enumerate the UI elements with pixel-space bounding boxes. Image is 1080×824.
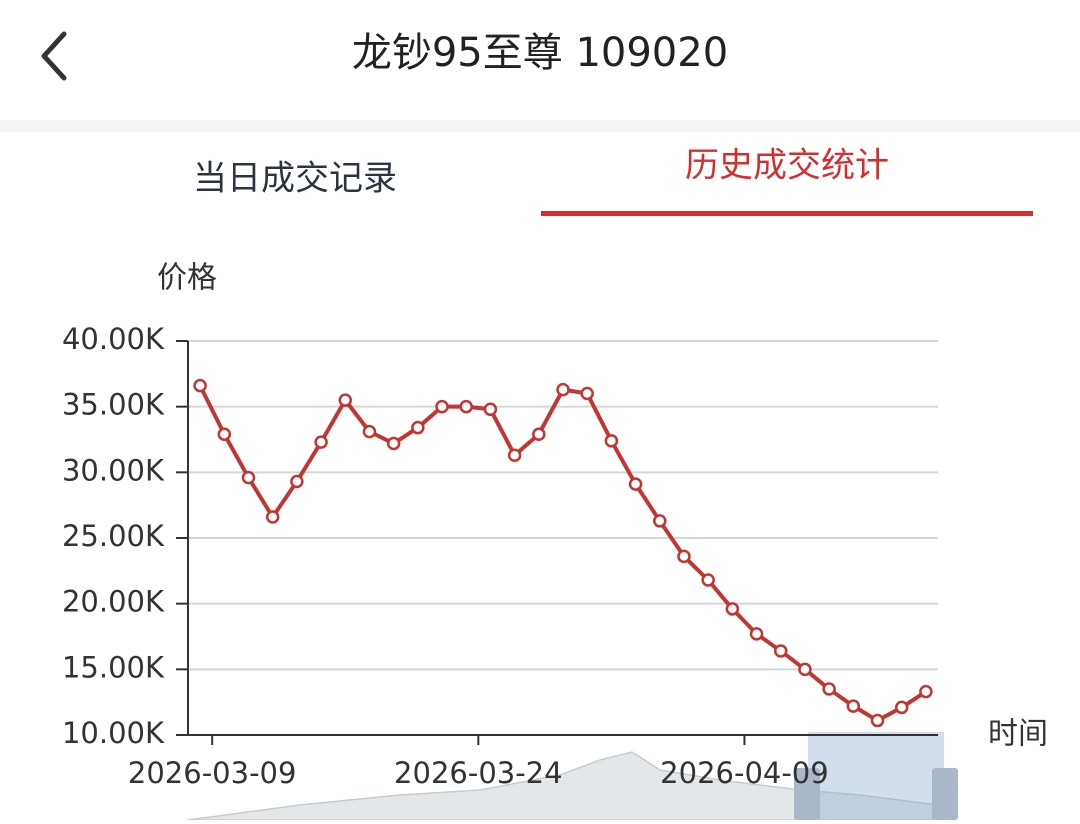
data-point <box>773 644 788 658</box>
page-title: 龙钞95至尊 109020 <box>352 30 728 76</box>
data-point <box>459 399 473 414</box>
data-point <box>580 386 594 401</box>
data-point <box>290 474 304 489</box>
y-axis-title: 价格 <box>157 261 217 296</box>
x-tick-label: 2026-04-09 <box>660 756 829 790</box>
data-point <box>701 573 715 587</box>
zoom-window[interactable] <box>808 732 944 820</box>
data-point <box>677 549 691 564</box>
data-point <box>507 448 522 463</box>
data-point <box>217 427 232 441</box>
data-point <box>653 514 667 528</box>
data-point <box>483 402 498 417</box>
back-button[interactable] <box>41 31 67 81</box>
y-tick-label: 15.00K <box>62 650 165 684</box>
y-tick-label: 10.00K <box>62 716 165 750</box>
divider <box>0 120 1080 132</box>
tab-active[interactable]: 历史成交统计 <box>685 146 889 186</box>
data-point <box>532 427 546 441</box>
data-point <box>386 436 401 451</box>
data-point <box>241 470 256 485</box>
data-zoom[interactable] <box>187 732 958 821</box>
zoom-handle[interactable] <box>794 768 820 820</box>
tab-underline <box>541 211 1033 216</box>
data-point <box>798 662 812 677</box>
data-point <box>314 435 328 449</box>
data-point <box>604 434 619 448</box>
data-point <box>846 699 861 713</box>
tab[interactable]: 当日成交记录 <box>193 159 397 199</box>
data-point <box>870 713 885 728</box>
y-tick-label: 40.00K <box>62 322 165 356</box>
x-tick-label: 2026-03-09 <box>128 756 297 790</box>
data-point <box>725 602 740 616</box>
data-point <box>628 477 643 491</box>
data-point <box>749 627 764 641</box>
y-tick-label: 30.00K <box>62 453 165 487</box>
y-tick-label: 25.00K <box>62 519 165 553</box>
zoom-handle[interactable] <box>932 768 958 820</box>
data-point <box>919 684 933 699</box>
data-point <box>193 378 207 393</box>
x-tick-label: 2026-03-24 <box>394 756 563 790</box>
y-tick-label: 20.00K <box>62 585 165 619</box>
data-point <box>556 382 570 397</box>
data-point <box>265 510 280 524</box>
zoom-preview <box>187 751 939 821</box>
data-point <box>362 424 377 439</box>
x-axis-title: 时间 <box>988 717 1048 752</box>
y-tick-label: 35.00K <box>62 388 165 422</box>
data-point <box>338 393 353 407</box>
plot: 10.00K 15.00K 20.00K 25.00K 30.00K 35.00K 40.0… <box>62 322 938 790</box>
data-point <box>411 420 425 435</box>
data-point <box>435 399 449 414</box>
data-point <box>822 682 836 696</box>
data-point <box>894 700 909 715</box>
